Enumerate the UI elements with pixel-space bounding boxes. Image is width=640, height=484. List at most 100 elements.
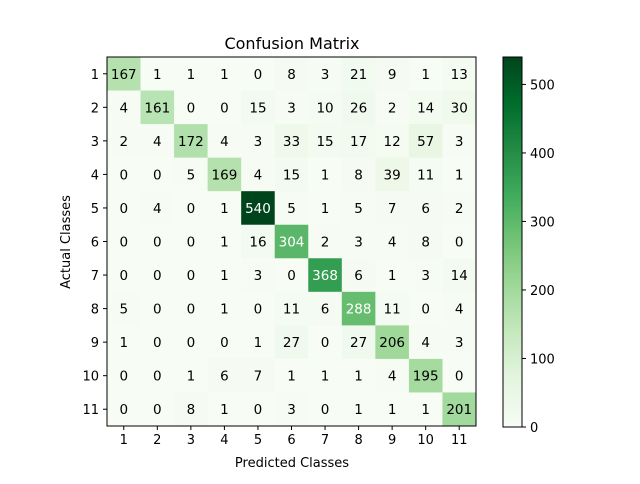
cell-value-label: 0 <box>254 67 263 83</box>
heatmap-cell <box>207 325 242 360</box>
cell-value-label: 4 <box>455 302 464 318</box>
cell-value-label: 27 <box>350 335 367 351</box>
heatmap-cell <box>107 90 141 125</box>
colorbar-ticks: 0 100 200 300 400 500 <box>522 78 555 436</box>
heatmap-cell <box>274 157 309 192</box>
cell-value-label: 0 <box>220 100 229 116</box>
y-tick-label: 11 <box>82 403 99 418</box>
y-tick-label: 3 <box>91 135 99 150</box>
x-tick-label: 4 <box>220 433 228 448</box>
heatmap-cell <box>241 358 276 393</box>
cell-value-label: 8 <box>187 402 196 418</box>
heatmap-cell <box>140 258 175 293</box>
heatmap-cell <box>308 258 343 293</box>
heatmap-cell <box>308 291 343 326</box>
chart-title: Confusion Matrix <box>224 34 359 53</box>
heatmap-cell <box>241 124 276 158</box>
cell-value-label: 10 <box>316 100 333 116</box>
heatmap-cell <box>375 90 410 125</box>
heatmap-cell <box>274 358 309 393</box>
cell-value-label: 2 <box>321 235 330 251</box>
cell-value-label: 4 <box>254 167 263 183</box>
heatmap-cell <box>341 57 376 91</box>
cell-value-label: 1 <box>321 369 330 385</box>
heatmap-cell <box>107 358 141 393</box>
heatmap-cell <box>140 392 175 427</box>
cell-value-label: 30 <box>451 100 468 116</box>
cell-value-label: 9 <box>388 67 397 83</box>
cell-value-label: 1 <box>153 67 162 83</box>
cell-value-label: 5 <box>354 201 363 217</box>
heatmap-cell <box>408 191 443 226</box>
heatmap-cell <box>207 124 242 158</box>
cell-value-label: 1 <box>187 67 196 83</box>
heatmap-cell <box>308 358 343 393</box>
cell-value-label: 33 <box>283 134 300 150</box>
heatmap-cell <box>107 157 141 192</box>
heatmap-cell <box>140 191 175 226</box>
heatmap-cell <box>341 291 376 326</box>
y-tick-label: 6 <box>91 236 99 251</box>
colorbar <box>502 56 523 428</box>
heatmap-cell <box>174 90 208 125</box>
heatmap-cell <box>140 291 175 326</box>
heatmap-cell <box>442 157 477 192</box>
heatmap-cell <box>107 224 141 259</box>
cell-value-label: 0 <box>187 100 196 116</box>
colorbar-tick-label: 400 <box>530 147 555 162</box>
cell-value-label: 11 <box>283 302 300 318</box>
heatmap-cell <box>241 224 276 259</box>
heatmap-cell <box>274 90 309 125</box>
heatmap-cell <box>140 157 175 192</box>
cell-value-label: 161 <box>144 100 170 116</box>
cell-value-label: 0 <box>153 268 162 284</box>
y-tick-label: 9 <box>91 336 99 351</box>
cell-value-label: 2 <box>119 134 128 150</box>
heatmap-cell <box>274 57 309 91</box>
heatmap-cell <box>174 325 208 360</box>
y-tick-label: 10 <box>82 370 99 385</box>
heatmap-cell <box>107 258 141 293</box>
heatmap-cell <box>375 224 410 259</box>
heatmap-cell <box>442 325 477 360</box>
heatmap-cell <box>207 90 242 125</box>
cell-value-label: 0 <box>321 402 330 418</box>
cell-value-label: 3 <box>455 134 464 150</box>
heatmap-cell <box>107 191 141 226</box>
heatmap-cell <box>375 392 410 427</box>
cell-value-label: 1 <box>421 402 430 418</box>
cell-value-label: 1 <box>421 67 430 83</box>
heatmap-cell <box>207 224 242 259</box>
cell-value-label: 3 <box>254 134 263 150</box>
colorbar-tick-label: 0 <box>530 421 538 436</box>
heatmap-cell <box>174 392 208 427</box>
colorbar-tick-label: 200 <box>530 284 555 299</box>
heatmap-cell <box>341 325 376 360</box>
cell-value-label: 0 <box>153 235 162 251</box>
heatmap-cell <box>174 258 208 293</box>
x-axis-label: Predicted Classes <box>235 456 349 471</box>
cell-value-label: 3 <box>254 268 263 284</box>
colorbar-tick-label: 100 <box>530 352 555 367</box>
heatmap-cell <box>375 291 410 326</box>
cell-value-label: 0 <box>421 302 430 318</box>
heatmap-cell <box>174 191 208 226</box>
heatmap-cell <box>140 224 175 259</box>
cell-value-label: 3 <box>455 335 464 351</box>
cell-value-label: 8 <box>421 235 430 251</box>
cell-value-label: 0 <box>119 201 128 217</box>
cell-value-label: 1 <box>388 268 397 284</box>
heatmap-cell <box>375 57 410 91</box>
heatmap-cell <box>207 258 242 293</box>
cell-value-label: 0 <box>187 302 196 318</box>
heatmap-cell <box>274 124 309 158</box>
cell-value-label: 206 <box>379 335 405 351</box>
heatmap-cell <box>341 358 376 393</box>
x-tick-label: 11 <box>451 433 468 448</box>
cell-value-label: 27 <box>283 335 300 351</box>
heatmap-cell <box>308 90 343 125</box>
heatmap-cell <box>408 57 443 91</box>
cell-value-label: 14 <box>451 268 468 284</box>
